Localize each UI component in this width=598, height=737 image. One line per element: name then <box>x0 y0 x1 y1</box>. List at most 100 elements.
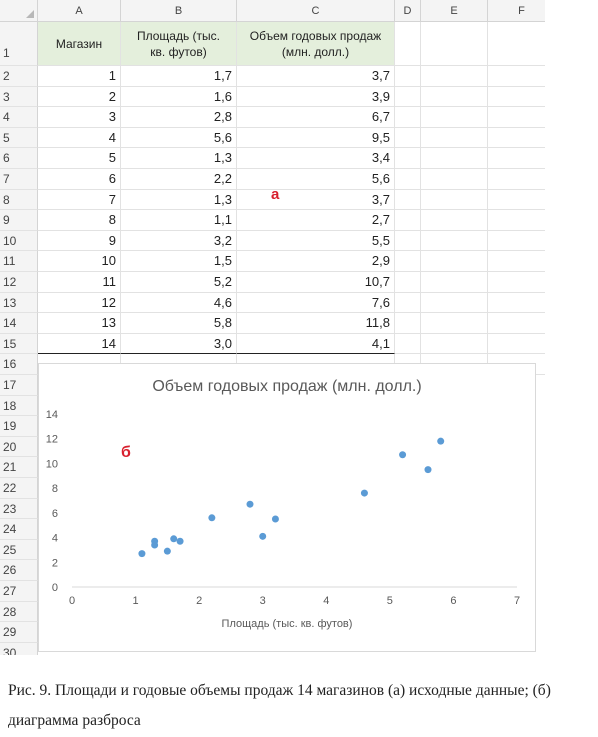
scatter-point[interactable] <box>399 451 407 459</box>
empty-cell[interactable] <box>421 272 488 293</box>
scatter-point[interactable] <box>138 550 146 558</box>
empty-cell[interactable] <box>421 313 488 334</box>
data-cell[interactable]: 3,7 <box>237 189 395 211</box>
empty-cell[interactable] <box>488 128 545 149</box>
empty-cell[interactable] <box>395 66 421 87</box>
data-cell[interactable]: 11 <box>38 272 121 293</box>
column-header-a[interactable]: A <box>38 0 121 22</box>
data-cell[interactable]: 9 <box>38 230 121 252</box>
data-cell[interactable]: 5,2 <box>121 272 237 293</box>
row-header-14[interactable]: 14 <box>0 313 38 334</box>
data-cell[interactable]: 2,2 <box>121 169 237 190</box>
row-header-6[interactable]: 6 <box>0 148 38 169</box>
row-header-8[interactable]: 8 <box>0 189 38 211</box>
row-header-25[interactable]: 25 <box>0 539 38 561</box>
empty-cell[interactable] <box>421 86 488 108</box>
data-cell[interactable]: 10,7 <box>237 272 395 293</box>
scatter-point[interactable] <box>176 537 184 545</box>
row-header-28[interactable]: 28 <box>0 601 38 623</box>
data-cell[interactable]: 10 <box>38 251 121 272</box>
empty-cell[interactable] <box>421 169 488 190</box>
row-header-1[interactable]: 1 <box>0 22 38 66</box>
empty-cell[interactable] <box>395 169 421 190</box>
data-cell[interactable]: 5,6 <box>237 169 395 190</box>
data-cell[interactable]: 1,5 <box>121 251 237 272</box>
data-cell[interactable]: 1 <box>38 66 121 87</box>
empty-cell[interactable] <box>395 148 421 169</box>
empty-cell[interactable] <box>488 107 545 128</box>
empty-cell[interactable] <box>421 210 488 231</box>
data-cell[interactable]: 1,3 <box>121 189 237 211</box>
scatter-point[interactable] <box>208 514 216 522</box>
empty-cell[interactable] <box>421 333 488 355</box>
row-header-10[interactable]: 10 <box>0 230 38 252</box>
data-cell[interactable]: 1,7 <box>121 66 237 87</box>
data-cell[interactable]: 2,8 <box>121 107 237 128</box>
data-cell[interactable]: 1,1 <box>121 210 237 231</box>
empty-cell[interactable] <box>488 148 545 169</box>
row-header-30[interactable]: 30 <box>0 642 38 655</box>
data-cell[interactable]: 2,7 <box>237 210 395 231</box>
empty-cell[interactable] <box>488 251 545 272</box>
empty-cell[interactable] <box>421 251 488 272</box>
row-header-11[interactable]: 11 <box>0 251 38 272</box>
data-cell[interactable]: 3,7 <box>237 66 395 87</box>
row-header-15[interactable]: 15 <box>0 333 38 355</box>
empty-cell[interactable] <box>395 127 421 149</box>
empty-cell[interactable] <box>488 293 545 314</box>
data-cell[interactable]: 5 <box>38 148 121 169</box>
data-cell[interactable]: 5,5 <box>237 230 395 252</box>
empty-cell[interactable] <box>395 313 421 334</box>
empty-cell[interactable] <box>395 230 421 252</box>
data-cell[interactable]: 1,3 <box>121 148 237 169</box>
data-cell[interactable]: 6,7 <box>237 107 395 128</box>
empty-cell[interactable] <box>395 22 421 66</box>
empty-cell[interactable] <box>395 251 421 272</box>
row-header-12[interactable]: 12 <box>0 272 38 293</box>
empty-cell[interactable] <box>488 334 545 355</box>
empty-cell[interactable] <box>421 189 488 211</box>
row-header-21[interactable]: 21 <box>0 457 38 478</box>
row-header-4[interactable]: 4 <box>0 107 38 128</box>
data-cell[interactable]: 3,0 <box>121 333 237 355</box>
data-cell[interactable]: 4,6 <box>121 292 237 314</box>
row-header-29[interactable]: 29 <box>0 622 38 643</box>
empty-cell[interactable] <box>421 148 488 169</box>
data-cell[interactable]: 2,9 <box>237 251 395 272</box>
scatter-point[interactable] <box>437 437 445 445</box>
scatter-point[interactable] <box>424 466 432 474</box>
column-header-e[interactable]: E <box>421 0 488 22</box>
scatter-point[interactable] <box>360 489 368 497</box>
empty-cell[interactable] <box>395 292 421 314</box>
row-header-26[interactable]: 26 <box>0 560 38 581</box>
empty-cell[interactable] <box>488 66 545 87</box>
select-all-corner[interactable] <box>0 0 38 22</box>
header-cell-b[interactable]: Площадь (тыс. кв. футов) <box>121 22 237 66</box>
header-cell-c[interactable]: Объем годовых продаж (млн. долл.) <box>237 22 395 66</box>
data-cell[interactable]: 7,6 <box>237 292 395 314</box>
row-header-19[interactable]: 19 <box>0 416 38 437</box>
column-header-b[interactable]: B <box>121 0 237 22</box>
data-cell[interactable]: 5,8 <box>121 313 237 334</box>
row-header-2[interactable]: 2 <box>0 66 38 87</box>
empty-cell[interactable] <box>421 127 488 149</box>
data-cell[interactable]: 3,4 <box>237 148 395 169</box>
data-cell[interactable]: 3,2 <box>121 230 237 252</box>
row-header-22[interactable]: 22 <box>0 478 38 499</box>
column-header-f[interactable]: F <box>488 0 545 22</box>
empty-cell[interactable] <box>488 169 545 190</box>
empty-cell[interactable] <box>488 22 545 66</box>
column-header-c[interactable]: C <box>237 0 395 22</box>
empty-cell[interactable] <box>421 66 488 87</box>
row-header-20[interactable]: 20 <box>0 436 38 458</box>
data-cell[interactable]: 9,5 <box>237 127 395 149</box>
empty-cell[interactable] <box>395 189 421 211</box>
empty-cell[interactable] <box>395 107 421 128</box>
row-header-16[interactable]: 16 <box>0 354 38 375</box>
data-cell[interactable]: 13 <box>38 313 121 334</box>
data-cell[interactable]: 1,6 <box>121 86 237 108</box>
data-cell[interactable]: 12 <box>38 292 121 314</box>
scatter-point[interactable] <box>170 535 178 543</box>
row-header-18[interactable]: 18 <box>0 395 38 417</box>
scatter-point[interactable] <box>246 500 254 508</box>
